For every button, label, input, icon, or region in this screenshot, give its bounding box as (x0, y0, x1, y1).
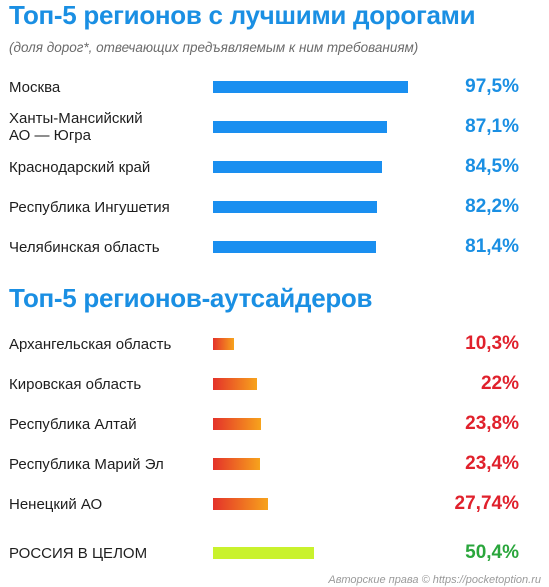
bar (213, 418, 261, 430)
bar (213, 498, 269, 510)
bar-value-label: 82,2% (465, 196, 519, 217)
bar-label: Челябинская область (9, 238, 160, 256)
bar-row: Москва 97,5% (0, 67, 549, 107)
bar-row: Челябинская область 81,4% (0, 227, 549, 267)
bar-value-label: 87,1% (465, 116, 519, 137)
bar-row: Архангельская область 10,3% (0, 324, 549, 364)
bar (213, 547, 314, 559)
bar (213, 338, 234, 350)
bar-label: Республика Ингушетия (9, 198, 170, 216)
bar-label: Краснодарский край (9, 158, 151, 176)
bar (213, 201, 378, 213)
bar-value-label: 23,4% (465, 453, 519, 474)
bar (213, 378, 257, 390)
chart-title-top: Топ-5 регионов с лучшими дорогами (9, 0, 476, 30)
bar-label: Ненецкий АО (9, 495, 103, 513)
bar-value-label: 50,4% (465, 542, 519, 563)
bar (213, 241, 376, 253)
bar-value-label: 81,4% (465, 236, 519, 257)
bar-label: Ханты-Мансийский АО — Югра (9, 110, 143, 144)
chart-title-outsiders: Топ-5 регионов-аутсайдеров (9, 283, 373, 313)
bar (213, 121, 388, 133)
bar-row: Ханты-Мансийский АО — Югра 87,1% (0, 107, 549, 147)
bar-value-label: 27,74% (454, 493, 519, 514)
bar-row: Республика Алтай 23,8% (0, 404, 549, 444)
bar-value-label: 97,5% (465, 76, 519, 97)
bar-label: Москва (9, 78, 61, 96)
bar-value-label: 22% (480, 373, 519, 394)
bar-row: Республика Марий Эл 23,4% (0, 444, 549, 484)
bar-label: РОССИЯ В ЦЕЛОМ (9, 544, 148, 562)
bar-row: РОССИЯ В ЦЕЛОМ 50,4% (0, 533, 549, 573)
bar-label: Республика Алтай (9, 415, 137, 433)
bar-row: Ненецкий АО 27,74% (0, 484, 549, 524)
bar (213, 458, 260, 470)
bar-row: Краснодарский край 84,5% (0, 147, 549, 187)
bar-label: Республика Марий Эл (9, 455, 164, 473)
bar-row: Республика Ингушетия 82,2% (0, 187, 549, 227)
bar-label: Кировская область (9, 375, 142, 393)
bar-value-label: 10,3% (465, 333, 519, 354)
bar-row: Кировская область 22% (0, 364, 549, 404)
bar-value-label: 23,8% (465, 413, 519, 434)
chart-subtitle: (доля дорог*, отвечающих предъявляемым к… (9, 40, 419, 55)
bar-value-label: 84,5% (465, 156, 519, 177)
bar-label: Архангельская область (9, 335, 172, 353)
bar (213, 81, 408, 93)
bar (213, 161, 382, 173)
watermark: Авторские права © https://pocketoption.r… (328, 574, 541, 586)
